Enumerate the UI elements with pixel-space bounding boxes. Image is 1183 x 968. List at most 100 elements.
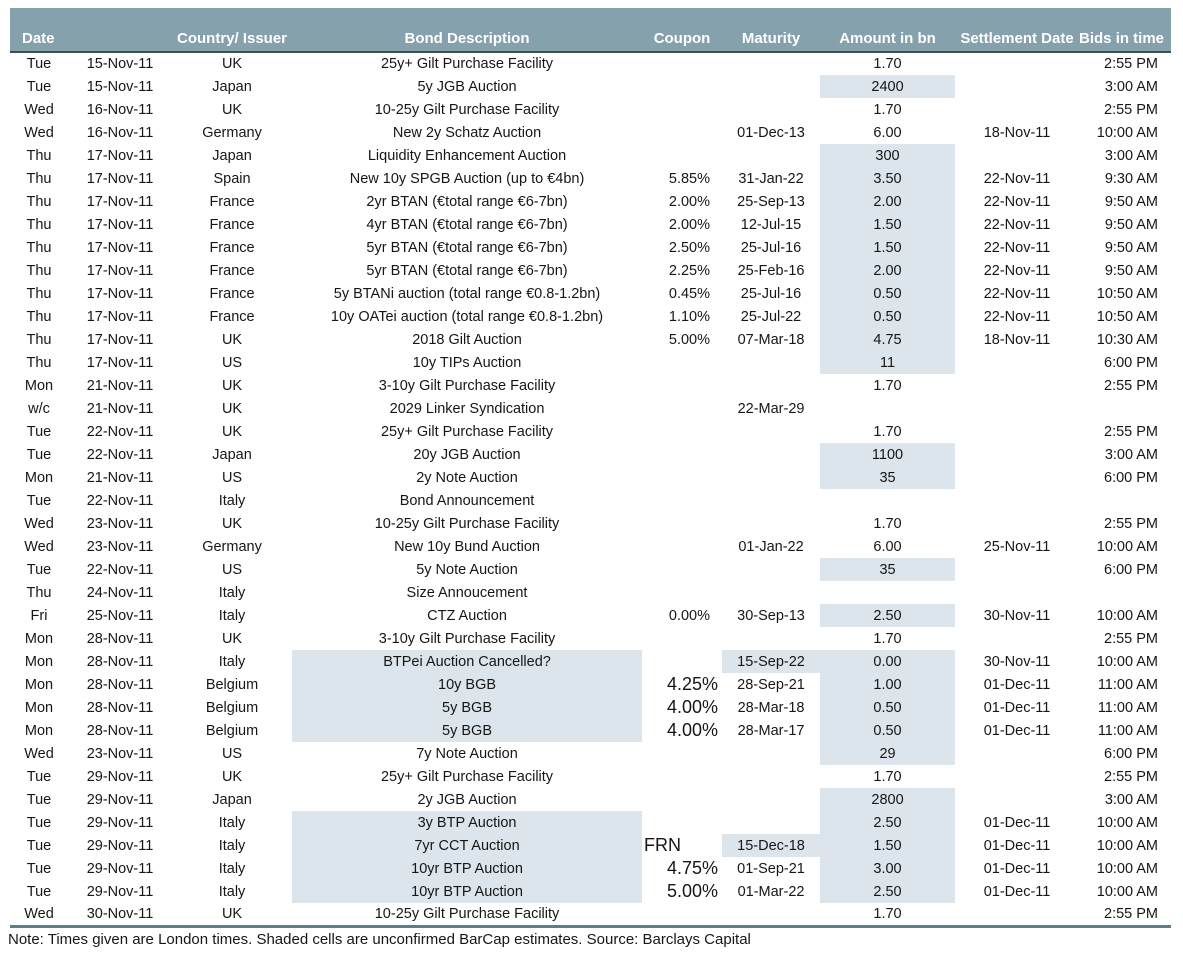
- cell-bids: 2:55 PM: [1104, 515, 1159, 532]
- cell-bids: 10:00 AM: [1096, 860, 1159, 877]
- cell-settlement: 01-Dec-11: [983, 722, 1051, 739]
- cell-maturity: 25-Sep-13: [737, 193, 805, 210]
- table-row: Wed 16-Nov-11 Germany New 2y Schatz Auction…: [10, 121, 1171, 144]
- cell-maturity: 28-Mar-17: [737, 722, 805, 739]
- cell-desc: New 10y SPGB Auction (up to €4bn): [349, 170, 585, 187]
- table-row: Tue 22-Nov-11 US 5y Note Auction 35 6:00 PM: [10, 558, 1171, 581]
- cell-coupon: 1.10%: [668, 308, 711, 325]
- cell-bids: 2:55 PM: [1079, 903, 1172, 928]
- cell-maturity: 01-Mar-22: [737, 883, 805, 900]
- cell-day: Wed: [24, 538, 54, 555]
- column-header-country-issuer: Country/ Issuer: [172, 8, 293, 53]
- cell-settlement: [955, 144, 1079, 167]
- table-row: Thu 24-Nov-11 Italy Size Annoucement: [10, 581, 1171, 604]
- cell-coupon: [642, 443, 722, 466]
- cell-date: 29-Nov-11: [86, 768, 154, 785]
- table-row: Tue 29-Nov-11 Italy 3y BTP Auction 2.50 01-De…: [10, 811, 1171, 834]
- cell-settlement: 22-Nov-11: [983, 285, 1051, 302]
- cell-maturity: 01-Sep-21: [737, 860, 805, 877]
- cell-amount: 3.00: [820, 857, 956, 880]
- cell-desc: 7yr CCT Auction: [292, 834, 643, 857]
- cell-maturity: [722, 75, 820, 98]
- cell-coupon: [642, 742, 722, 765]
- table-row: Mon 28-Nov-11 UK 3-10y Gilt Purchase Facili…: [10, 627, 1171, 650]
- cell-desc: 10y TIPs Auction: [412, 354, 522, 371]
- cell-bids: 3:00 AM: [1104, 791, 1159, 808]
- cell-day: Tue: [26, 561, 52, 578]
- table-row: Tue 22-Nov-11 Italy Bond Announcement: [10, 489, 1171, 512]
- cell-bids: 11:00 AM: [1097, 676, 1159, 693]
- cell-date: 23-Nov-11: [86, 745, 154, 762]
- cell-day: Tue: [26, 883, 52, 900]
- table-row: Tue 29-Nov-11 UK 25y+ Gilt Purchase Facilit…: [10, 765, 1171, 788]
- cell-date: 17-Nov-11: [86, 308, 154, 325]
- cell-amount: 1.70: [873, 377, 902, 394]
- cell-day: Fri: [30, 607, 48, 624]
- cell-maturity: [722, 627, 820, 650]
- cell-bids: 11:00 AM: [1097, 699, 1159, 716]
- cell-date: 28-Nov-11: [86, 630, 154, 647]
- cell-maturity: 07-Mar-18: [737, 331, 805, 348]
- cell-country: Germany: [202, 538, 262, 555]
- cell-day: Wed: [24, 124, 54, 141]
- cell-amount: 300: [820, 144, 956, 167]
- cell-coupon: 4.25%: [666, 674, 719, 694]
- cell-desc: 5y JGB Auction: [417, 78, 517, 95]
- cell-maturity: [722, 144, 820, 167]
- cell-day: Thu: [26, 262, 52, 279]
- table-row: Tue 15-Nov-11 UK 25y+ Gilt Purchase Facilit…: [10, 52, 1171, 75]
- cell-settlement: 25-Nov-11: [983, 538, 1051, 555]
- bond-auction-table: Date Country/ Issuer Bond Description Coupo…: [10, 8, 1172, 928]
- cell-coupon: 2.25%: [668, 262, 711, 279]
- cell-bids: 10:00 AM: [1096, 883, 1159, 900]
- table-row: Tue 29-Nov-11 Italy 7yr CCT Auction FRN 15-De…: [10, 834, 1171, 857]
- cell-date: 22-Nov-11: [86, 492, 154, 509]
- table-row: Tue 22-Nov-11 UK 25y+ Gilt Purchase Facilit…: [10, 420, 1171, 443]
- cell-country: US: [221, 745, 243, 762]
- cell-coupon: [642, 75, 722, 98]
- cell-coupon: 5.00%: [666, 881, 719, 901]
- table-row: Mon 28-Nov-11 Italy BTPei Auction Cancelled…: [10, 650, 1171, 673]
- cell-desc: CTZ Auction: [427, 607, 507, 624]
- cell-amount: 2.50: [820, 811, 956, 834]
- cell-country: Germany: [202, 124, 262, 141]
- table-row: Wed 23-Nov-11 US 7y Note Auction 29 6:00 PM: [10, 742, 1171, 765]
- cell-date: 28-Nov-11: [86, 653, 154, 670]
- cell-desc: 10y BGB: [292, 673, 643, 696]
- cell-amount: 1.70: [873, 423, 902, 440]
- cell-coupon: [642, 52, 722, 75]
- cell-desc: 10-25y Gilt Purchase Facility: [374, 101, 560, 118]
- cell-day: Wed: [24, 101, 54, 118]
- cell-country: Italy: [218, 814, 246, 831]
- cell-bids: 9:50 AM: [1104, 193, 1159, 210]
- cell-country: Japan: [212, 791, 252, 808]
- table-row: Thu 17-Nov-11 France 4yr BTAN (€total range…: [10, 213, 1171, 236]
- table-header: Date Country/ Issuer Bond Description Coupo…: [10, 8, 1172, 53]
- cell-country: UK: [221, 423, 243, 440]
- cell-amount: 35: [820, 466, 956, 489]
- cell-settlement: 01-Dec-11: [983, 814, 1051, 831]
- cell-day: Mon: [24, 722, 54, 739]
- cell-day: Thu: [26, 331, 52, 348]
- cell-coupon: FRN: [644, 835, 682, 855]
- cell-date: 29-Nov-11: [86, 883, 154, 900]
- cell-amount: 0.00: [820, 650, 956, 673]
- cell-country: UK: [221, 768, 243, 785]
- cell-coupon: [642, 627, 722, 650]
- cell-bids: 10:00 AM: [1096, 653, 1159, 670]
- cell-country: Italy: [218, 883, 246, 900]
- cell-settlement: 18-Nov-11: [983, 124, 1051, 141]
- cell-day: Mon: [24, 676, 54, 693]
- cell-maturity: 25-Jul-16: [740, 239, 802, 256]
- cell-country: UK: [221, 630, 243, 647]
- cell-bids: 3:00 AM: [1104, 446, 1159, 463]
- cell-coupon: [642, 351, 722, 374]
- cell-coupon: 4.00%: [666, 697, 719, 717]
- cell-amount: 1.00: [820, 673, 956, 696]
- cell-maturity: 15-Dec-18: [722, 834, 821, 857]
- cell-country: Japan: [212, 78, 252, 95]
- cell-maturity: [722, 903, 821, 928]
- cell-day: Mon: [24, 630, 54, 647]
- cell-country: UK: [221, 377, 243, 394]
- cell-bids: 11:00 AM: [1097, 722, 1159, 739]
